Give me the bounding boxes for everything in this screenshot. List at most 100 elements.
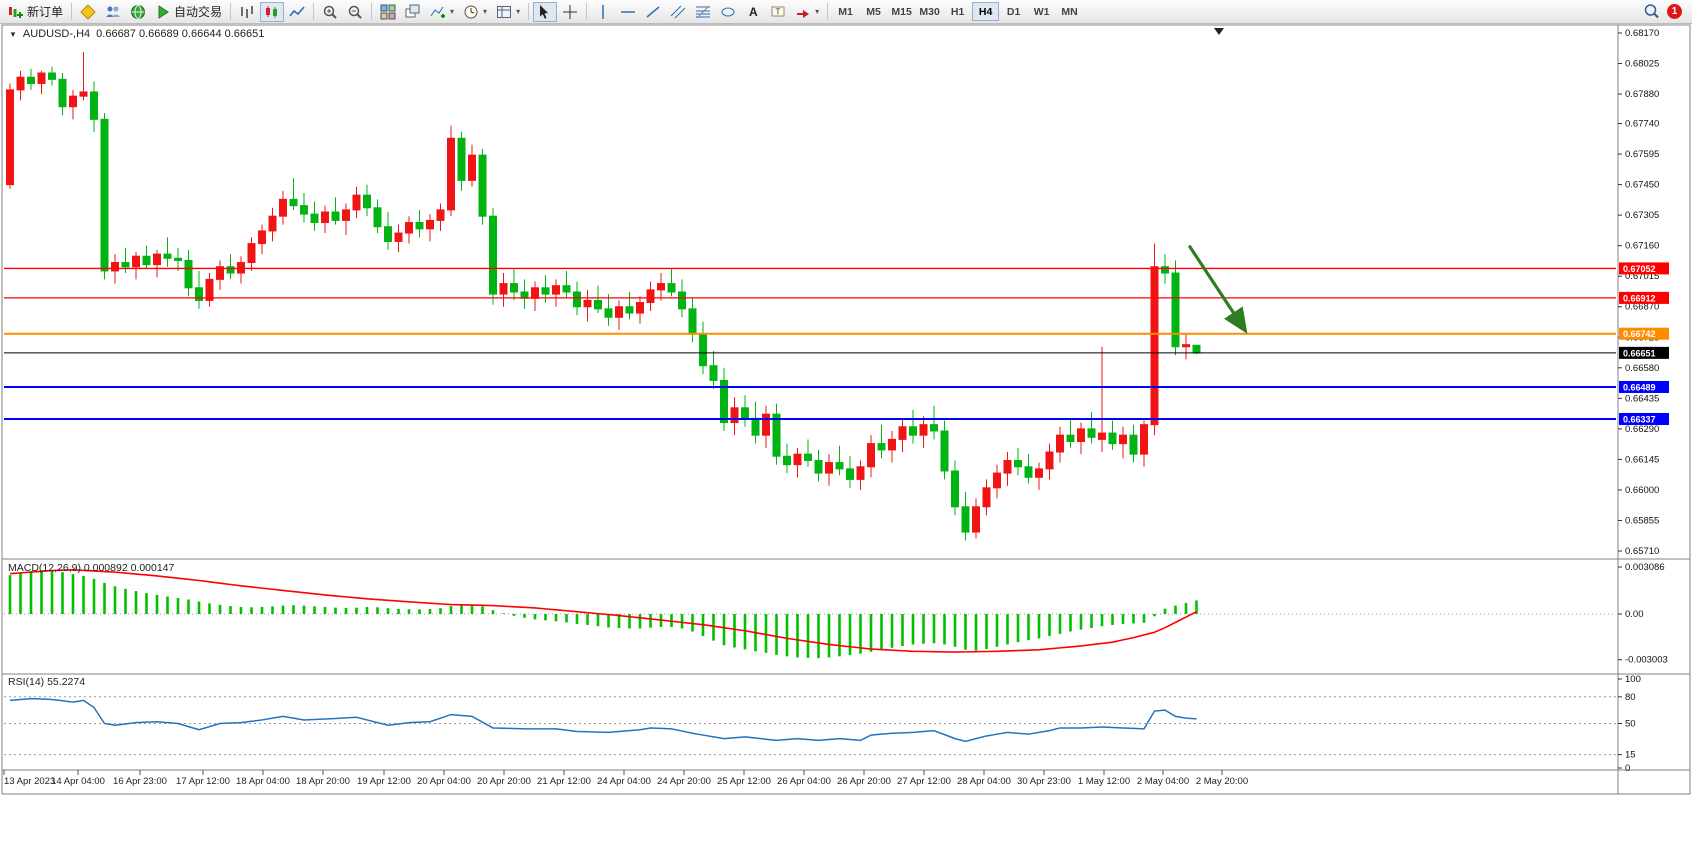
timeframe-m15-button[interactable]: M15 xyxy=(888,2,915,21)
svg-text:24 Apr 04:00: 24 Apr 04:00 xyxy=(597,776,651,787)
chart-line-button[interactable] xyxy=(285,2,309,22)
shapes-button[interactable] xyxy=(716,2,740,22)
timeframe-mn-button[interactable]: MN xyxy=(1056,2,1083,21)
svg-text:0.66651: 0.66651 xyxy=(1623,348,1656,358)
zoom-out-button[interactable] xyxy=(343,2,367,22)
line-chart-icon xyxy=(289,5,305,16)
template-icon xyxy=(497,5,512,18)
tile-windows-button[interactable] xyxy=(376,2,400,22)
svg-text:0.68025: 0.68025 xyxy=(1625,59,1659,70)
svg-text:0.67740: 0.67740 xyxy=(1625,119,1659,130)
svg-text:24 Apr 20:00: 24 Apr 20:00 xyxy=(657,776,711,787)
timeframe-w1-button[interactable]: W1 xyxy=(1028,2,1055,21)
horizontal-line-button[interactable] xyxy=(616,2,640,22)
svg-text:0.66870: 0.66870 xyxy=(1625,302,1659,313)
svg-text:25 Apr 12:00: 25 Apr 12:00 xyxy=(717,776,771,787)
toolbar: 新订单 自动交易 ▾ ▾ ▾ xyxy=(0,0,1692,24)
timeframe-m1-button[interactable]: M1 xyxy=(832,2,859,21)
timeframe-m30-button[interactable]: M30 xyxy=(916,2,943,21)
macd-indicator-label: MACD(12,26,9) 0.000892 0.000147 xyxy=(8,562,175,574)
svg-text:100: 100 xyxy=(1625,674,1641,685)
svg-text:0.65855: 0.65855 xyxy=(1625,515,1659,526)
symbol-period-label: AUDUSD-,H4 xyxy=(22,28,91,40)
separator xyxy=(827,3,829,20)
periods-button[interactable]: ▾ xyxy=(459,2,491,22)
play-icon xyxy=(158,4,169,19)
chart-candles-button[interactable] xyxy=(260,1,285,22)
notification-badge[interactable]: 1 xyxy=(1667,4,1682,19)
svg-text:0.66000: 0.66000 xyxy=(1625,485,1659,496)
text-label-button[interactable]: T xyxy=(766,2,790,22)
trendline-button[interactable] xyxy=(641,2,665,22)
svg-text:27 Apr 12:00: 27 Apr 12:00 xyxy=(897,776,951,787)
timeframe-m5-button[interactable]: M5 xyxy=(860,2,887,21)
chevron-down-icon: ▾ xyxy=(516,7,521,16)
chart-header[interactable]: ▼ AUDUSD-,H4 0.66687 0.66689 0.66644 0.6… xyxy=(9,28,264,40)
svg-text:A: A xyxy=(749,5,758,19)
svg-text:13 Apr 2023: 13 Apr 2023 xyxy=(4,776,55,787)
community-button[interactable] xyxy=(101,2,125,22)
chevron-down-icon: ▾ xyxy=(450,7,455,16)
new-order-icon xyxy=(9,6,23,18)
svg-text:26 Apr 04:00: 26 Apr 04:00 xyxy=(777,776,831,787)
svg-text:14 Apr 04:00: 14 Apr 04:00 xyxy=(51,776,105,787)
chevron-down-icon: ▾ xyxy=(815,7,820,16)
candlestick-icon xyxy=(266,5,278,18)
cursor-button[interactable] xyxy=(533,1,558,22)
svg-text:2 May 20:00: 2 May 20:00 xyxy=(1196,776,1248,787)
vertical-line-icon xyxy=(602,4,604,19)
svg-text:0.66435: 0.66435 xyxy=(1625,393,1659,404)
svg-text:28 Apr 04:00: 28 Apr 04:00 xyxy=(957,776,1011,787)
svg-text:0.67305: 0.67305 xyxy=(1625,210,1659,221)
vertical-line-button[interactable] xyxy=(591,2,615,22)
templates-button[interactable]: ▾ xyxy=(492,2,524,22)
separator xyxy=(586,3,588,20)
svg-text:T: T xyxy=(776,7,781,16)
svg-text:30 Apr 23:00: 30 Apr 23:00 xyxy=(1017,776,1071,787)
svg-text:0.66145: 0.66145 xyxy=(1625,454,1659,465)
svg-text:15: 15 xyxy=(1625,750,1636,761)
svg-text:0.66489: 0.66489 xyxy=(1623,382,1656,392)
chart-bars-button[interactable] xyxy=(235,2,259,22)
mql5-button[interactable] xyxy=(76,2,100,22)
timeframe-h4-button[interactable]: H4 xyxy=(972,2,1000,21)
chart-canvas[interactable]: 0.68170 0.68025 0.67880 0.67740 0.67595 0.674… xyxy=(0,24,1692,856)
channel-button[interactable] xyxy=(666,2,690,22)
people-icon xyxy=(106,6,121,17)
web-trading-button[interactable] xyxy=(126,2,150,22)
svg-text:0.66580: 0.66580 xyxy=(1625,363,1659,374)
arrows-button[interactable]: ▾ xyxy=(791,2,823,22)
text-button[interactable]: A xyxy=(741,2,765,22)
timeframe-h1-button[interactable]: H1 xyxy=(944,2,971,21)
clock-icon xyxy=(464,5,478,18)
search-icon[interactable] xyxy=(1643,3,1660,20)
crosshair-button[interactable] xyxy=(558,2,582,22)
chevron-down-icon: ▼ xyxy=(9,29,17,39)
separator xyxy=(371,3,373,20)
fibonacci-button[interactable] xyxy=(691,2,715,22)
arrange-charts-button[interactable] xyxy=(401,2,425,22)
trendline-icon xyxy=(646,5,660,18)
indicators-button[interactable]: ▾ xyxy=(426,2,458,22)
svg-text:17 Apr 12:00: 17 Apr 12:00 xyxy=(176,776,230,787)
cascade-windows-icon xyxy=(405,4,420,17)
gold-diamond-icon xyxy=(80,3,96,20)
auto-trading-button[interactable]: 自动交易 xyxy=(151,2,226,22)
chevron-down-icon: ▾ xyxy=(483,7,488,16)
channel-icon xyxy=(670,5,686,18)
crosshair-icon xyxy=(563,4,578,19)
zoom-in-button[interactable] xyxy=(318,2,342,22)
svg-text:0.00: 0.00 xyxy=(1625,609,1644,620)
horizontal-line-icon xyxy=(621,10,636,13)
new-order-button[interactable]: 新订单 xyxy=(4,2,67,22)
arrow-shape-icon xyxy=(797,9,810,18)
globe-icon xyxy=(131,4,146,19)
svg-text:20 Apr 20:00: 20 Apr 20:00 xyxy=(477,776,531,787)
svg-text:0.67015: 0.67015 xyxy=(1625,271,1659,282)
separator xyxy=(528,3,530,20)
svg-text:0.67450: 0.67450 xyxy=(1625,180,1659,191)
timeframe-d1-button[interactable]: D1 xyxy=(1000,2,1027,21)
svg-text:16 Apr 23:00: 16 Apr 23:00 xyxy=(113,776,167,787)
svg-text:26 Apr 20:00: 26 Apr 20:00 xyxy=(837,776,891,787)
